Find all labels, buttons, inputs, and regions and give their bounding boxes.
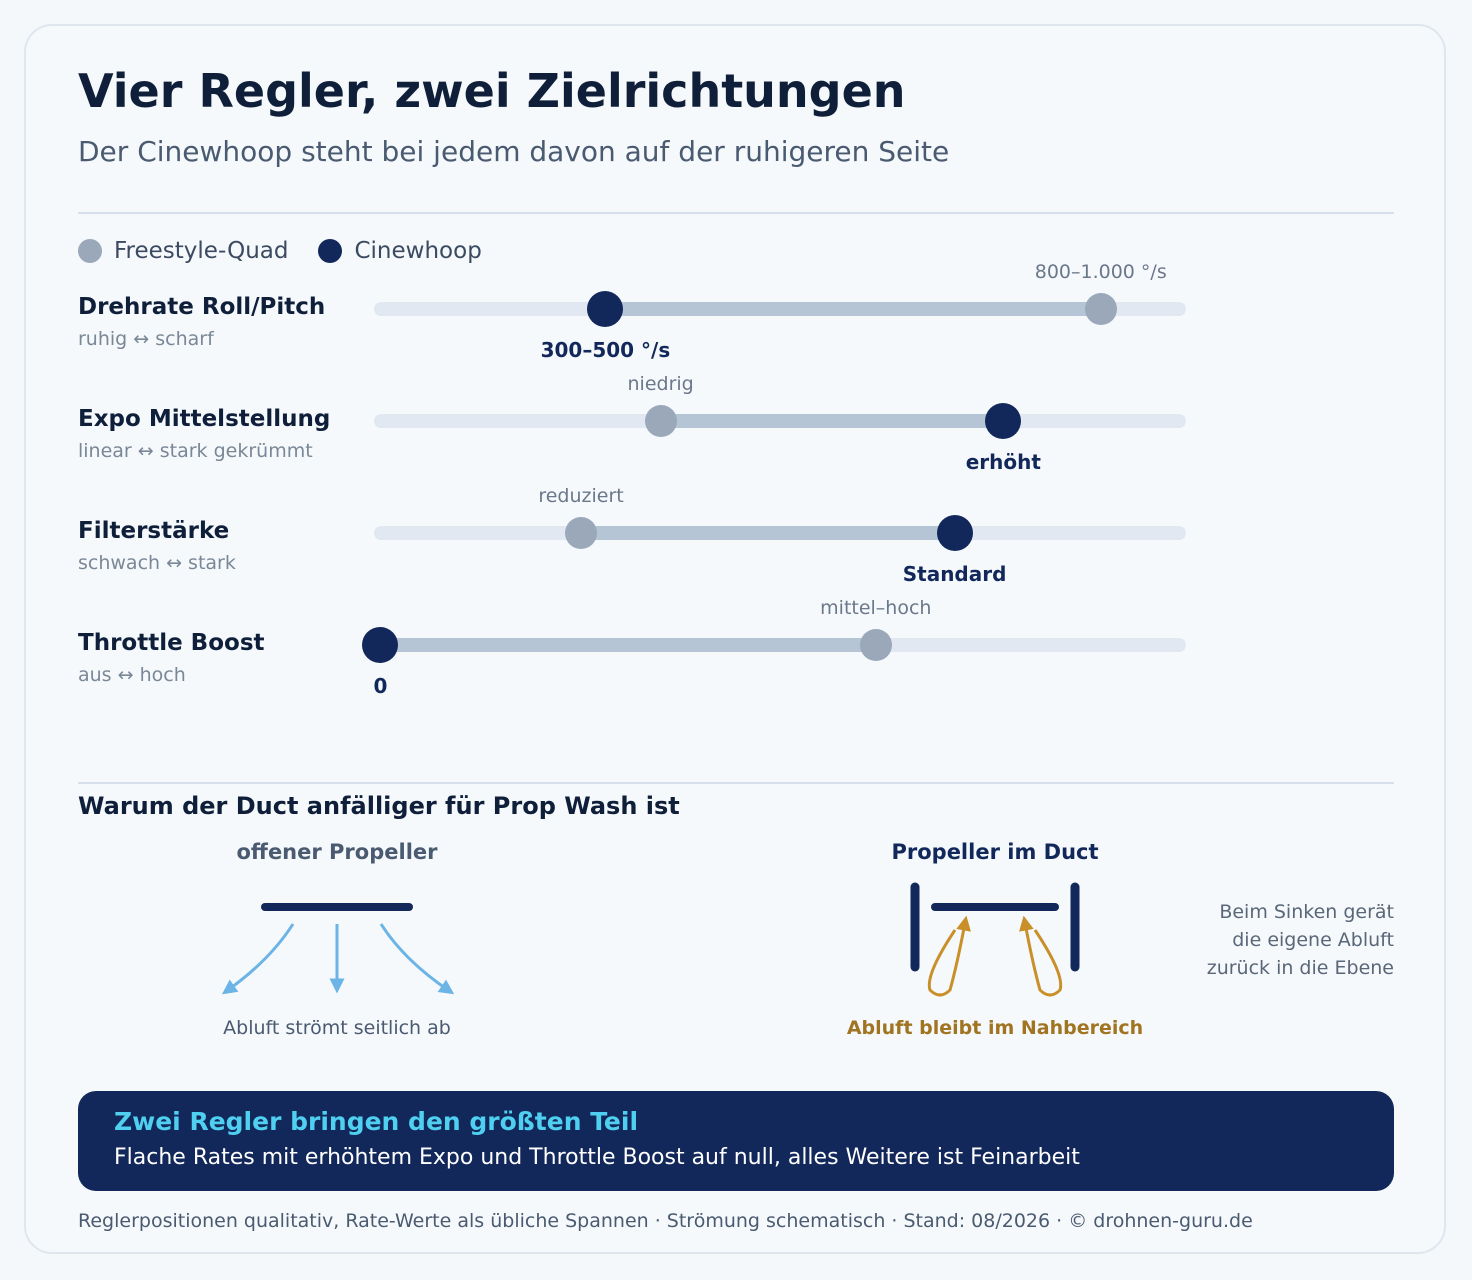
freestyle-value-label: 800–1.000 °/s <box>1034 261 1167 283</box>
cinewhoop-marker <box>587 291 624 327</box>
cinewhoop-value-label: 300–500 °/s <box>540 338 671 362</box>
legend-dot-cinewhoop <box>318 239 343 263</box>
slider-scale: schwach ↔ stark <box>78 552 236 574</box>
recirculation-arrow-left <box>927 915 971 997</box>
airflow-arrow-right <box>379 923 455 995</box>
cinewhoop-value-label: erhöht <box>965 450 1041 474</box>
footer-note: Reglerpositionen qualitativ, Rate-Werte … <box>78 1210 1253 1232</box>
slider-scale: linear ↔ stark gekrümmt <box>78 440 313 462</box>
freestyle-marker <box>565 517 598 549</box>
freestyle-marker <box>859 629 892 661</box>
cinewhoop-value-label: 0 <box>373 674 388 698</box>
summary-banner: Zwei Regler bringen den größten Teil Fla… <box>78 1091 1394 1191</box>
slider-range <box>581 526 955 540</box>
slider-title: Filterstärke <box>78 518 230 544</box>
freestyle-marker <box>644 405 677 437</box>
freestyle-value-label: reduziert <box>538 485 624 507</box>
open-propeller-diagram <box>221 903 455 995</box>
recirculation-arrow-right <box>1019 915 1063 997</box>
legend-item-cinewhoop: Cinewhoop <box>318 238 482 264</box>
duct-propeller-title: Propeller im Duct <box>891 840 1099 864</box>
legend: Freestyle-Quad Cinewhoop <box>78 238 512 264</box>
freestyle-value-label: mittel–hoch <box>820 597 932 619</box>
page-title: Vier Regler, zwei Zielrichtungen <box>78 64 906 118</box>
slider-range <box>605 302 1101 316</box>
note-line: Beim Sinken gerät <box>1219 901 1394 923</box>
open-propeller-caption: Abluft strömt seitlich ab <box>223 1017 451 1039</box>
cinewhoop-value-label: Standard <box>902 562 1007 586</box>
banner-text: Flache Rates mit erhöhtem Expo und Throt… <box>114 1145 1080 1170</box>
propwash-note: Beim Sinken gerät die eigene Abluft zurü… <box>1134 898 1394 982</box>
slider-scale: aus ↔ hoch <box>78 664 186 686</box>
note-line: die eigene Abluft <box>1232 929 1394 951</box>
slider-range <box>660 414 1004 428</box>
cinewhoop-marker <box>936 515 973 551</box>
propwash-title: Warum der Duct anfälliger für Prop Wash … <box>78 792 680 820</box>
freestyle-value-label: niedrig <box>627 373 694 395</box>
open-propeller-title: offener Propeller <box>236 840 438 864</box>
cinewhoop-marker <box>985 403 1022 439</box>
divider-middle <box>78 782 1394 784</box>
legend-dot-freestyle <box>78 239 102 263</box>
divider-top <box>78 212 1394 214</box>
slider-title: Drehrate Roll/Pitch <box>78 294 326 320</box>
slider-range <box>380 638 876 652</box>
legend-label-freestyle: Freestyle-Quad <box>114 238 289 264</box>
legend-item-freestyle: Freestyle-Quad <box>78 238 288 264</box>
slider-title: Throttle Boost <box>78 630 265 656</box>
page-subtitle: Der Cinewhoop steht bei jedem davon auf … <box>78 135 950 168</box>
freestyle-marker <box>1084 293 1117 325</box>
duct-propeller-diagram <box>910 882 1080 997</box>
banner-heading: Zwei Regler bringen den größten Teil <box>114 1107 639 1136</box>
legend-label-cinewhoop: Cinewhoop <box>354 238 482 264</box>
note-line: zurück in die Ebene <box>1206 957 1394 979</box>
cinewhoop-marker <box>362 627 399 663</box>
duct-propeller-caption: Abluft bleibt im Nahbereich <box>846 1017 1144 1039</box>
slider-title: Expo Mittelstellung <box>78 406 331 432</box>
slider-scale: ruhig ↔ scharf <box>78 328 214 350</box>
airflow-arrow-left <box>221 923 295 995</box>
